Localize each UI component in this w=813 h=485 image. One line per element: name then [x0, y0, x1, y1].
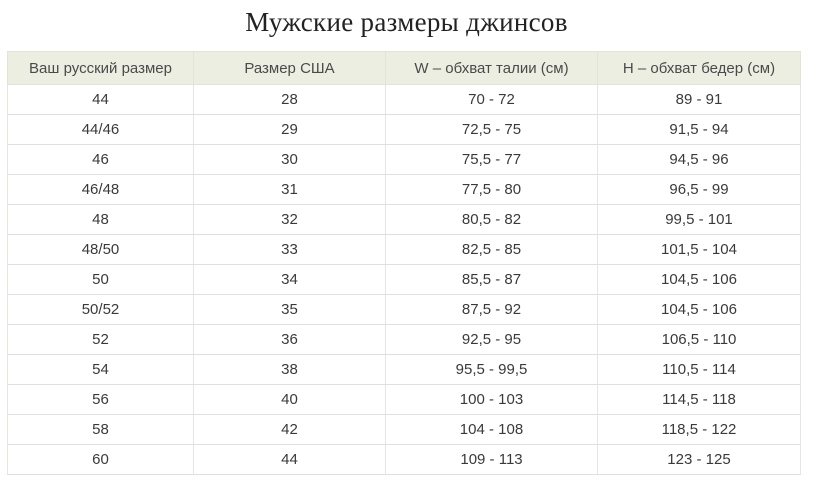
- table-cell: 80,5 - 82: [385, 204, 598, 235]
- table-cell: 91,5 - 94: [597, 114, 801, 145]
- table-cell: 72,5 - 75: [385, 114, 598, 145]
- table-row: 50/52 35 87,5 - 92 104,5 - 106: [7, 294, 801, 325]
- table-row: 44 28 70 - 72 89 - 91: [7, 84, 801, 115]
- table-cell: 58: [7, 414, 194, 445]
- table-cell: 40: [193, 384, 386, 415]
- page-title: Мужские размеры джинсов: [245, 7, 568, 37]
- table-row: 52 36 92,5 - 95 106,5 - 110: [7, 324, 801, 355]
- table-row: 50 34 85,5 - 87 104,5 - 106: [7, 264, 801, 295]
- table-cell: 87,5 - 92: [385, 294, 598, 325]
- table-cell: 109 - 113: [385, 444, 598, 475]
- table-cell: 31: [193, 174, 386, 205]
- table-cell: 44: [7, 84, 194, 115]
- table-cell: 46/48: [7, 174, 194, 205]
- table-cell: 100 - 103: [385, 384, 598, 415]
- table-cell: 54: [7, 354, 194, 385]
- table-cell: 70 - 72: [385, 84, 598, 115]
- table-row: 48 32 80,5 - 82 99,5 - 101: [7, 204, 801, 235]
- table-cell: 123 - 125: [597, 444, 801, 475]
- size-table-container: Ваш русский размер Размер США W – обхват…: [7, 51, 801, 475]
- table-row: 46 30 75,5 - 77 94,5 - 96: [7, 144, 801, 175]
- table-cell: 29: [193, 114, 386, 145]
- table-cell: 101,5 - 104: [597, 234, 801, 265]
- table-cell: 48/50: [7, 234, 194, 265]
- table-cell: 104 - 108: [385, 414, 598, 445]
- table-cell: 34: [193, 264, 386, 295]
- table-cell: 33: [193, 234, 386, 265]
- table-cell: 104,5 - 106: [597, 294, 801, 325]
- table-cell: 75,5 - 77: [385, 144, 598, 175]
- table-row: 54 38 95,5 - 99,5 110,5 - 114: [7, 354, 801, 385]
- table-cell: 85,5 - 87: [385, 264, 598, 295]
- table-cell: 56: [7, 384, 194, 415]
- size-table-body: 44 28 70 - 72 89 - 91 44/46 29 72,5 - 75 91,5 -…: [7, 84, 801, 475]
- table-cell: 99,5 - 101: [597, 204, 801, 235]
- table-cell: 95,5 - 99,5: [385, 354, 598, 385]
- table-cell: 46: [7, 144, 194, 175]
- table-cell: 48: [7, 204, 194, 235]
- table-cell: 92,5 - 95: [385, 324, 598, 355]
- table-row: 56 40 100 - 103 114,5 - 118: [7, 384, 801, 415]
- table-cell: 96,5 - 99: [597, 174, 801, 205]
- table-cell: 114,5 - 118: [597, 384, 801, 415]
- column-header-us-size: Размер США: [193, 51, 386, 85]
- table-cell: 89 - 91: [597, 84, 801, 115]
- table-cell: 44: [193, 444, 386, 475]
- table-header: Ваш русский размер Размер США W – обхват…: [7, 51, 801, 85]
- table-cell: 30: [193, 144, 386, 175]
- table-cell: 38: [193, 354, 386, 385]
- table-cell: 44/46: [7, 114, 194, 145]
- table-cell: 104,5 - 106: [597, 264, 801, 295]
- table-cell: 94,5 - 96: [597, 144, 801, 175]
- column-header-russian-size: Ваш русский размер: [7, 51, 194, 85]
- table-cell: 50: [7, 264, 194, 295]
- table-cell: 106,5 - 110: [597, 324, 801, 355]
- table-row: 48/50 33 82,5 - 85 101,5 - 104: [7, 234, 801, 265]
- table-cell: 52: [7, 324, 194, 355]
- table-row: 46/48 31 77,5 - 80 96,5 - 99: [7, 174, 801, 205]
- table-cell: 42: [193, 414, 386, 445]
- column-header-waist: W – обхват талии (см): [385, 51, 598, 85]
- table-cell: 118,5 - 122: [597, 414, 801, 445]
- table-cell: 60: [7, 444, 194, 475]
- table-cell: 50/52: [7, 294, 194, 325]
- table-cell: 32: [193, 204, 386, 235]
- table-cell: 35: [193, 294, 386, 325]
- table-cell: 36: [193, 324, 386, 355]
- table-row: 60 44 109 - 113 123 - 125: [7, 444, 801, 475]
- column-header-hips: Н – обхват бедер (см): [597, 51, 801, 85]
- jeans-size-table: Ваш русский размер Размер США W – обхват…: [7, 51, 801, 475]
- table-row: 58 42 104 - 108 118,5 - 122: [7, 414, 801, 445]
- table-cell: 28: [193, 84, 386, 115]
- table-cell: 77,5 - 80: [385, 174, 598, 205]
- header-row: Ваш русский размер Размер США W – обхват…: [7, 51, 801, 85]
- table-row: 44/46 29 72,5 - 75 91,5 - 94: [7, 114, 801, 145]
- table-cell: 110,5 - 114: [597, 354, 801, 385]
- table-cell: 82,5 - 85: [385, 234, 598, 265]
